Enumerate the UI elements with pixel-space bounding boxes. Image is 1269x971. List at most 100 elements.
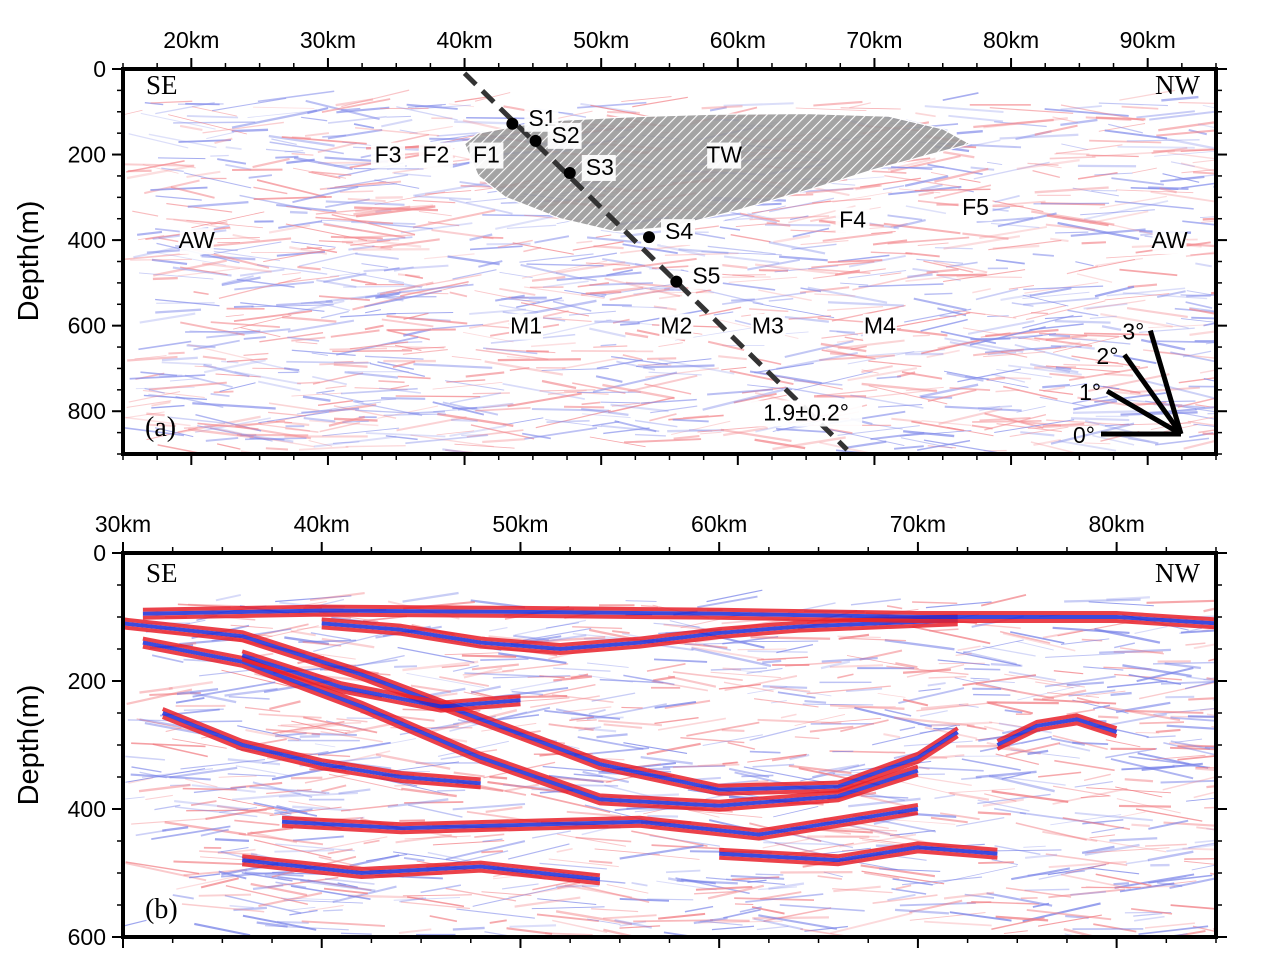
- texture-stroke: [794, 371, 873, 391]
- texture-stroke: [884, 709, 912, 717]
- texture-stroke: [973, 161, 1050, 180]
- texture-stroke: [899, 726, 916, 732]
- texture-stroke: [252, 781, 313, 798]
- texture-stroke: [1207, 412, 1216, 415]
- texture-stroke: [1191, 316, 1216, 320]
- texture-stroke: [1119, 89, 1176, 101]
- texture-stroke: [1045, 853, 1128, 866]
- texture-stroke: [194, 365, 217, 368]
- texture-stroke: [431, 323, 484, 330]
- texture-stroke: [133, 243, 190, 259]
- texture-stroke: [997, 746, 1041, 755]
- texture-stroke: [461, 434, 488, 436]
- dip-line-label-bg: [750, 400, 863, 427]
- texture-stroke: [1094, 172, 1133, 176]
- texture-stroke: [587, 918, 621, 925]
- texture-stroke: [399, 281, 469, 297]
- texture-stroke: [800, 240, 849, 246]
- texture-stroke: [452, 269, 497, 280]
- texture-stroke: [762, 659, 782, 664]
- texture-stroke: [394, 344, 422, 352]
- texture-stroke: [374, 179, 420, 189]
- texture-stroke: [1105, 739, 1141, 748]
- texture-stroke: [672, 671, 743, 682]
- texture-stroke: [333, 405, 397, 419]
- texture-stroke: [1114, 642, 1135, 649]
- texture-stroke: [130, 258, 192, 261]
- texture-stroke: [269, 700, 301, 711]
- texture-stroke: [930, 172, 948, 176]
- reflector-band: [123, 617, 959, 788]
- texture-stroke: [1212, 699, 1216, 701]
- texture-stroke: [1076, 273, 1113, 283]
- texture-stroke: [344, 371, 399, 379]
- texture-stroke: [840, 282, 869, 286]
- texture-stroke: [823, 871, 843, 878]
- sample-point: [529, 134, 542, 147]
- texture-stroke: [399, 897, 427, 903]
- texture-stroke: [1193, 791, 1216, 799]
- texture-stroke: [401, 787, 457, 798]
- texture-stroke: [636, 358, 712, 368]
- texture-stroke: [146, 248, 186, 254]
- texture-stroke: [254, 634, 273, 637]
- texture-stroke: [1088, 601, 1154, 607]
- texture-stroke: [1023, 297, 1099, 306]
- texture-stroke: [153, 259, 227, 277]
- texture-stroke: [371, 245, 393, 249]
- texture-stroke: [848, 255, 906, 268]
- texture-stroke: [864, 389, 937, 399]
- texture-stroke: [524, 286, 605, 299]
- texture-stroke: [668, 414, 724, 421]
- texture-stroke: [256, 179, 327, 198]
- texture-stroke: [1019, 811, 1105, 826]
- texture-stroke: [645, 367, 719, 378]
- texture-stroke: [502, 382, 585, 400]
- texture-stroke: [1060, 873, 1132, 890]
- texture-stroke: [1042, 830, 1098, 842]
- texture-stroke: [886, 605, 903, 610]
- texture-stroke: [995, 376, 1032, 380]
- texture-stroke: [1064, 598, 1141, 603]
- texture-stroke: [1119, 882, 1175, 893]
- texture-stroke: [718, 683, 761, 690]
- texture-stroke: [722, 291, 807, 306]
- texture-stroke: [980, 593, 1027, 607]
- sample-label-bg: [661, 219, 696, 246]
- texture-stroke: [754, 438, 806, 450]
- texture-stroke: [568, 310, 616, 316]
- texture-stroke: [131, 766, 162, 773]
- texture-stroke: [1119, 811, 1146, 818]
- texture-stroke: [399, 819, 425, 822]
- texture-stroke: [197, 422, 259, 430]
- texture-stroke: [278, 275, 340, 284]
- texture-stroke: [251, 435, 315, 448]
- texture-stroke: [211, 237, 260, 240]
- texture-stroke: [918, 766, 984, 772]
- texture-stroke: [741, 774, 774, 778]
- texture-stroke: [259, 332, 324, 343]
- texture-stroke: [1202, 104, 1216, 109]
- texture-stroke: [600, 401, 641, 404]
- texture-stroke: [469, 233, 493, 241]
- texture-stroke: [939, 812, 980, 821]
- texture-stroke: [508, 882, 592, 898]
- texture-stroke: [175, 395, 224, 408]
- texture-stroke: [527, 675, 591, 678]
- texture-stroke: [268, 134, 335, 147]
- panel-label-a: (a): [145, 412, 176, 443]
- texture-stroke: [534, 235, 570, 244]
- texture-stroke: [1174, 307, 1216, 313]
- texture-stroke: [1052, 332, 1135, 353]
- texture-stroke: [214, 137, 233, 145]
- texture-stroke: [902, 876, 983, 886]
- texture-stroke: [149, 691, 201, 696]
- texture-stroke: [250, 359, 300, 373]
- texture-stroke: [1072, 187, 1119, 197]
- texture-stroke: [1090, 838, 1167, 853]
- texture-stroke: [124, 163, 195, 167]
- texture-stroke: [658, 342, 683, 347]
- texture-stroke: [884, 638, 955, 651]
- texture-stroke: [187, 603, 245, 608]
- texture-stroke: [946, 371, 984, 382]
